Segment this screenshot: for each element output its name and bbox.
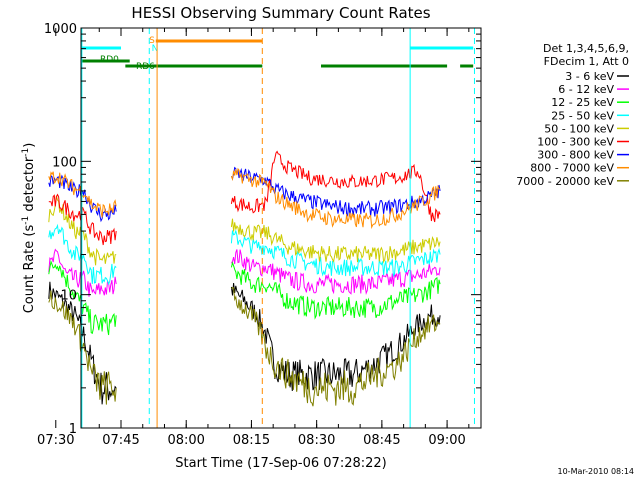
legend-entry-label: 3 - 6 keV [565, 70, 614, 83]
series-line [48, 248, 117, 297]
legend-entry-label: 300 - 800 keV [537, 149, 614, 162]
flag-label: RD6 [136, 62, 155, 72]
series-line [230, 167, 441, 230]
series-line [230, 229, 441, 278]
flag-label: N [152, 44, 159, 54]
x-tick-label: 08:15 [233, 433, 270, 448]
x-tick-label: 09:00 [428, 433, 465, 448]
x-tick-label: 07:45 [102, 433, 139, 448]
legend-header-line: FDecim 1, Att 0 [544, 55, 629, 68]
legend: Det 1,3,4,5,6,9, FDecim 1, Att 0 3 - 6 k… [516, 42, 629, 188]
x-tick-label: 08:00 [167, 433, 204, 448]
series-line [48, 281, 117, 405]
y-tick-label: 1000 [44, 22, 77, 37]
plot-frame [80, 27, 482, 429]
series-layer [48, 150, 441, 407]
series-line [230, 261, 441, 320]
series-line [230, 249, 441, 295]
x-tick-label: 08:45 [363, 433, 400, 448]
x-tick-label: 08:30 [298, 433, 335, 448]
y-axis-label-superscript: -1 [21, 216, 31, 225]
y-axis-label-superscript: -1 [21, 148, 31, 157]
flag-label: S [149, 36, 155, 46]
y-axis-label-part: detector [22, 156, 37, 216]
y-axis-label-part: ) [22, 143, 37, 148]
legend-entry-label: 6 - 12 keV [558, 83, 614, 96]
series-line [48, 171, 117, 218]
axis-layer: 07:30 07:45 08:00 08:15 08:30 08:45 09:00 1 10 10… [37, 22, 481, 448]
series-line [48, 259, 117, 336]
legend-entry-label: 50 - 100 keV [544, 122, 614, 135]
y-tick-label: 100 [52, 155, 77, 170]
vertical-markers-layer [81, 28, 475, 428]
y-axis-label-part: Count Rate (s [22, 225, 37, 314]
series-line [230, 166, 441, 217]
series-line [48, 290, 117, 405]
legend-entry-label: 7000 - 20000 keV [516, 175, 614, 188]
series-line [48, 223, 117, 286]
y-tick-label: 10 [60, 289, 77, 304]
y-axis-label: Count Rate (s-1 detector-1) [21, 143, 37, 314]
x-axis-label: Start Time (17-Sep-06 07:28:22) [175, 456, 386, 471]
footer-timestamp: 10-Mar-2010 08:14 [558, 467, 635, 476]
series-line [230, 218, 441, 264]
legend-header-line: Det 1,3,4,5,6,9, [543, 42, 629, 55]
series-line [231, 287, 441, 407]
legend-entry-label: 100 - 300 keV [537, 136, 614, 149]
legend-entry-label: 800 - 7000 keV [530, 162, 614, 175]
flag-label: RD0 [100, 55, 119, 65]
x-tick-label: 07:30 [37, 433, 74, 448]
chart-title: HESSI Observing Summary Count Rates [131, 4, 430, 22]
y-tick-label: 1 [69, 422, 77, 437]
series-line [48, 193, 117, 246]
series-line [230, 150, 441, 223]
legend-entry-label: 12 - 25 keV [551, 96, 614, 109]
flag-bars-layer: SN RD0 RD6 [81, 36, 474, 72]
legend-entry-label: 25 - 50 keV [551, 109, 614, 122]
